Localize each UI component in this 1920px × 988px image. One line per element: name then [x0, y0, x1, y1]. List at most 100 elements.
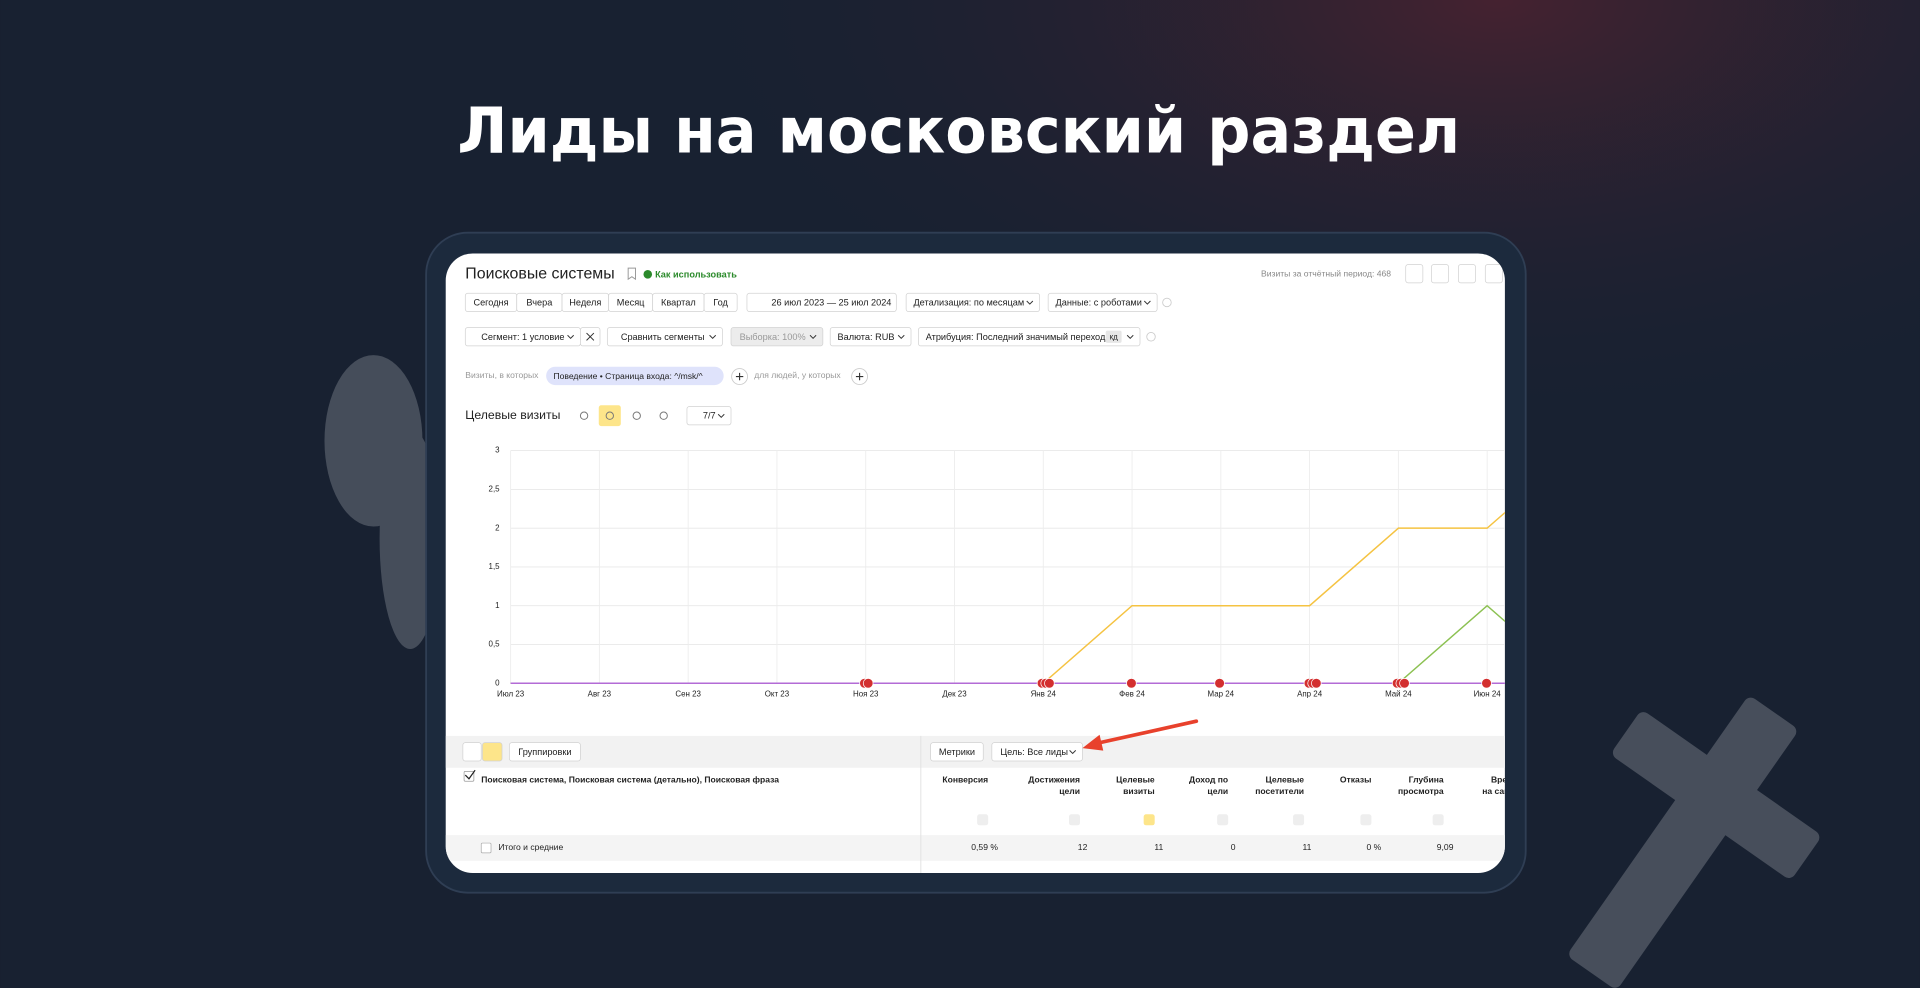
button-label: Год: [713, 297, 728, 307]
button[interactable]: [905, 292, 1040, 312]
filter-tag[interactable]: [546, 366, 724, 386]
chart-type-icon[interactable]: [605, 411, 614, 420]
button-label: Сравнить сегменты: [621, 332, 705, 342]
button[interactable]: [991, 742, 1083, 762]
button-label: Сегодня: [473, 297, 508, 307]
button[interactable]: [703, 292, 738, 312]
decoration-cross: [1569, 697, 1820, 988]
button-label: 26 июл 2023 — 25 июл 2024: [771, 297, 891, 307]
column-header: просмотра: [1398, 786, 1444, 796]
button[interactable]: [462, 742, 482, 762]
plus: [855, 372, 864, 381]
close-icon: [586, 332, 595, 341]
cell: 9,09: [1437, 842, 1454, 852]
button-label: Выборка: 100%: [740, 332, 806, 342]
column-header: на сайте: [1482, 786, 1518, 796]
button[interactable]: [730, 327, 824, 347]
x-tick-label: Июл 23: [497, 689, 525, 698]
chart-type-icon[interactable]: [632, 411, 641, 420]
button-label: Детализация: по месяцам: [913, 297, 1024, 307]
x-tick-label: Фев 24: [1119, 689, 1145, 698]
event-marker[interactable]: [1399, 677, 1410, 689]
button[interactable]: [482, 742, 503, 762]
toolbar-icon[interactable]: [1457, 264, 1476, 284]
x-tick-label: Мар 24: [1208, 689, 1235, 698]
column-header: Глубина: [1409, 774, 1444, 784]
column-header: Достижения: [1028, 774, 1080, 784]
button[interactable]: [606, 327, 723, 347]
checkbox[interactable]: [463, 771, 475, 782]
button[interactable]: [930, 742, 984, 762]
x-tick-label: Апр 24: [1297, 689, 1323, 698]
toolbar-icon[interactable]: [1484, 264, 1503, 284]
total-row-bg: [445, 835, 1505, 861]
question-icon: [1162, 297, 1172, 308]
event-marker[interactable]: [1311, 677, 1322, 689]
button-label: Неделя: [569, 297, 601, 307]
button[interactable]: [1047, 292, 1158, 312]
button[interactable]: [686, 406, 732, 426]
button-label: Вчера: [526, 297, 553, 307]
cell: 11: [1303, 842, 1312, 852]
x-tick-label: Май 24: [1385, 689, 1412, 698]
report-title: Поисковые системы: [465, 265, 614, 282]
button-label: Группировки: [518, 747, 571, 757]
arrow-head: [1082, 734, 1104, 751]
event-marker[interactable]: [1214, 677, 1225, 689]
button-label: Атрибуция: Последний значимый переход: [926, 332, 1106, 342]
button-label: Месяц: [617, 297, 645, 307]
column-header: визиты: [1123, 786, 1155, 796]
button-label: Квартал: [661, 297, 696, 307]
check: [464, 769, 476, 780]
column-icon: [1293, 814, 1305, 826]
column-header: цели: [1207, 786, 1228, 796]
button-label: Валюта: RUB: [838, 332, 895, 342]
button[interactable]: [746, 292, 897, 312]
chart-type-icon[interactable]: [579, 411, 589, 420]
row-label: Итого и средние: [498, 842, 563, 852]
plus: [735, 372, 744, 381]
y-tick-label: 1,5: [489, 562, 501, 571]
event-marker[interactable]: [862, 677, 874, 689]
caret: [1143, 300, 1151, 305]
button[interactable]: [918, 327, 1141, 347]
badge: [1105, 330, 1122, 343]
column-icon: [1068, 814, 1080, 826]
x-tick-label: Ноя 23: [853, 689, 879, 698]
button-label: 7/7: [703, 411, 716, 421]
column-icon: [977, 814, 989, 826]
toolbar-icon[interactable]: [1431, 264, 1449, 284]
button-label: Цель: Все лиды: [1000, 747, 1068, 757]
button-label: Сегмент: 1 условие: [481, 332, 564, 342]
checkbox[interactable]: [480, 842, 492, 854]
chart-type-icon[interactable]: [659, 411, 668, 420]
button[interactable]: [509, 742, 581, 762]
button[interactable]: [829, 327, 912, 347]
event-marker[interactable]: [1126, 677, 1137, 689]
column-header: Целевые: [1266, 774, 1305, 784]
y-tick-label: 2: [495, 523, 500, 532]
help-icon: [643, 269, 653, 279]
column-header: Конверсия: [942, 774, 988, 784]
toolbar-icon[interactable]: [1405, 264, 1424, 284]
event-marker[interactable]: [1481, 677, 1492, 689]
x-tick-label: Сен 23: [675, 689, 701, 698]
visits-count: Визиты за отчётный период: 468: [1261, 269, 1391, 279]
column-header: Доход по: [1189, 774, 1228, 784]
caret: [567, 334, 575, 340]
button-label: Данные: с роботами: [1056, 297, 1142, 307]
screen-content: Поисковые системы Как использовать Визиты …: [445, 264, 1518, 874]
caret: [1026, 300, 1034, 305]
column-icon: [1360, 814, 1372, 826]
column-icon: [1143, 814, 1155, 826]
event-marker[interactable]: [1044, 677, 1055, 689]
filter-suffix: для людей, у которых: [754, 370, 841, 380]
caret: [1126, 334, 1134, 340]
caret: [709, 334, 717, 340]
question-icon: [1146, 332, 1156, 342]
caret: [1069, 750, 1077, 755]
column-header: цели: [1059, 786, 1080, 796]
